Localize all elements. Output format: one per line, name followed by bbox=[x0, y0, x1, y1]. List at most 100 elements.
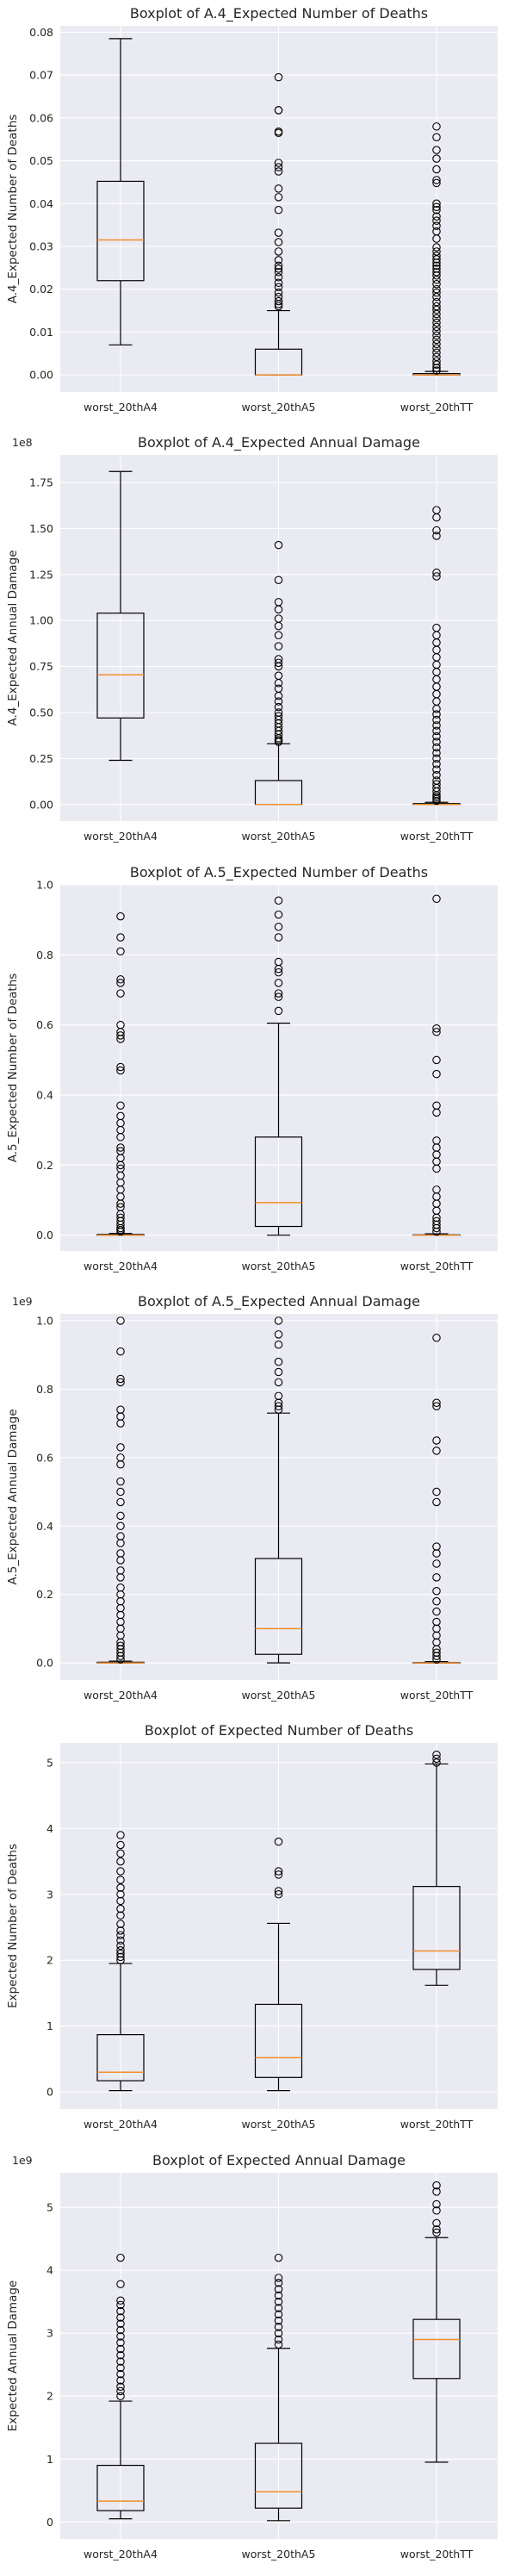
y-tick-label: 0.4 bbox=[36, 1520, 53, 1533]
outlier-point bbox=[274, 622, 283, 631]
y-tick-label: 1 bbox=[46, 2452, 53, 2465]
outlier-point bbox=[432, 2187, 441, 2196]
outlier-point bbox=[116, 932, 125, 942]
box-worst_20thA4 bbox=[96, 1316, 145, 1664]
outlier-point bbox=[274, 2273, 283, 2282]
outlier-point bbox=[116, 2312, 125, 2322]
outlier-point bbox=[274, 1357, 283, 1366]
outlier-point bbox=[116, 1883, 125, 1893]
outlier-point bbox=[432, 216, 441, 225]
outlier-point bbox=[432, 339, 441, 349]
outlier-point bbox=[432, 749, 441, 758]
outlier-point bbox=[432, 1652, 441, 1660]
y-tick-label: 0.0 bbox=[36, 1229, 53, 1241]
outlier-point bbox=[274, 163, 283, 171]
boxplot-panel: 0.0 0.2 0.4 0.6 0.8 1.0 worst_20thA4 worst_20th… bbox=[6, 1293, 498, 1702]
outlier-point bbox=[116, 1840, 125, 1850]
outlier-point bbox=[432, 199, 441, 208]
outlier-point bbox=[432, 305, 441, 314]
outlier-point bbox=[432, 1223, 441, 1232]
outlier-point bbox=[274, 273, 283, 282]
outlier-point bbox=[116, 1867, 125, 1876]
outlier-point bbox=[432, 335, 441, 345]
outlier-point bbox=[432, 366, 441, 375]
outlier-point bbox=[274, 631, 283, 640]
outlier-point bbox=[274, 663, 283, 671]
outlier-point bbox=[432, 1572, 441, 1582]
outlier-point bbox=[432, 2200, 441, 2208]
outlier-point bbox=[432, 364, 441, 372]
x-tick-label: worst_20thA4 bbox=[84, 1260, 158, 1272]
outlier-point bbox=[432, 569, 441, 577]
outlier-point bbox=[432, 1024, 441, 1033]
outlier-point bbox=[274, 978, 283, 987]
outlier-point bbox=[116, 2253, 125, 2262]
outlier-point bbox=[116, 2382, 125, 2391]
outlier-point bbox=[432, 122, 441, 131]
outlier-point bbox=[274, 2291, 283, 2299]
outlier-point bbox=[116, 1477, 125, 1486]
outlier-point bbox=[274, 988, 283, 998]
outlier-point bbox=[432, 271, 441, 280]
outlier-point bbox=[274, 1887, 283, 1895]
outlier-point bbox=[116, 1876, 125, 1884]
outlier-point bbox=[116, 1419, 125, 1428]
outlier-point bbox=[432, 165, 441, 174]
outlier-point bbox=[432, 572, 441, 582]
outlier-point bbox=[274, 278, 283, 287]
y-tick-label: 0.01 bbox=[29, 326, 53, 339]
y-tick-label: 2 bbox=[46, 1954, 53, 1967]
iqr-box bbox=[96, 2034, 145, 2081]
outlier-point bbox=[274, 692, 283, 700]
outlier-point bbox=[432, 318, 441, 327]
outlier-point bbox=[432, 243, 441, 252]
outlier-point bbox=[432, 1559, 441, 1568]
boxplot-panel: 0.0 0.2 0.4 0.6 0.8 1.0 worst_20thA4 worst_20th… bbox=[6, 864, 498, 1272]
y-tick-label: 0.07 bbox=[29, 69, 53, 82]
outlier-point bbox=[116, 1831, 125, 1839]
y-tick-label: 0.2 bbox=[36, 1588, 53, 1601]
x-tick-label: worst_20thA5 bbox=[242, 2118, 316, 2131]
iqr-box bbox=[254, 1136, 303, 1227]
outlier-point bbox=[116, 1459, 125, 1469]
outlier-point bbox=[432, 721, 441, 730]
outlier-point bbox=[116, 2319, 125, 2328]
outlier-point bbox=[432, 1497, 441, 1507]
outlier-point bbox=[274, 658, 283, 668]
outlier-point bbox=[274, 703, 283, 712]
outlier-point bbox=[432, 2181, 441, 2189]
outlier-point bbox=[116, 912, 125, 920]
outlier-point bbox=[432, 1398, 441, 1407]
box-worst_20thTT bbox=[412, 2181, 461, 2463]
y-tick-label: 0.6 bbox=[36, 1451, 53, 1464]
outlier-point bbox=[274, 167, 283, 176]
outlier-point bbox=[116, 2363, 125, 2372]
outlier-point bbox=[116, 1849, 125, 1858]
outlier-point bbox=[432, 331, 441, 340]
y-tick-label: 0.75 bbox=[29, 660, 53, 673]
outlier-point bbox=[116, 1227, 125, 1235]
outlier-point bbox=[116, 2280, 125, 2288]
outlier-point bbox=[116, 1920, 125, 1929]
iqr-box bbox=[96, 613, 145, 719]
box-worst_20thTT bbox=[412, 1751, 461, 1987]
outlier-point bbox=[116, 1857, 125, 1866]
outlier-point bbox=[116, 947, 125, 955]
y-tick-label: 0.8 bbox=[36, 948, 53, 961]
outlier-point bbox=[274, 992, 283, 1001]
outlier-point bbox=[432, 710, 441, 719]
y-axis-label: A.5_Expected Number of Deaths bbox=[6, 973, 20, 1162]
outlier-point bbox=[274, 576, 283, 585]
y-tick-label: 0.03 bbox=[29, 240, 53, 252]
outlier-point bbox=[432, 513, 441, 522]
y-tick-label: 0.00 bbox=[29, 369, 53, 382]
outlier-point bbox=[274, 205, 283, 215]
outlier-point bbox=[116, 1160, 125, 1169]
y-axis-label: A.4_Expected Annual Damage bbox=[6, 551, 20, 726]
outlier-point bbox=[116, 1911, 125, 1920]
y-tick-label: 3 bbox=[46, 2326, 53, 2339]
outlier-point bbox=[274, 1402, 283, 1410]
outlier-point bbox=[274, 1838, 283, 1846]
outlier-point bbox=[432, 726, 441, 736]
x-tick-label: worst_20thA4 bbox=[84, 2118, 158, 2131]
